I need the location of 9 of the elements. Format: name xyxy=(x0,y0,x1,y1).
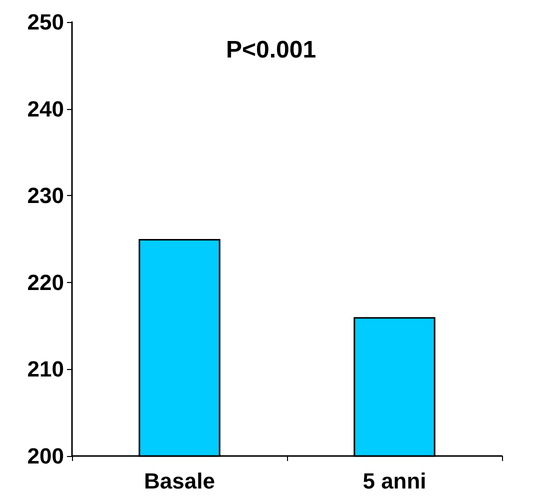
y-tick-label: 200 xyxy=(27,444,64,468)
y-tick-label: 240 xyxy=(27,96,64,122)
x-tick-label: Basale xyxy=(144,468,215,494)
annotation: P<0.001 xyxy=(226,36,316,64)
y-tick-label: 210 xyxy=(27,356,64,382)
y-tick-label: 230 xyxy=(27,183,64,208)
y-tick-label: 250 xyxy=(27,10,64,34)
y-tick-label: 220 xyxy=(27,270,64,295)
x-tick-label: 5 anni xyxy=(362,468,426,494)
